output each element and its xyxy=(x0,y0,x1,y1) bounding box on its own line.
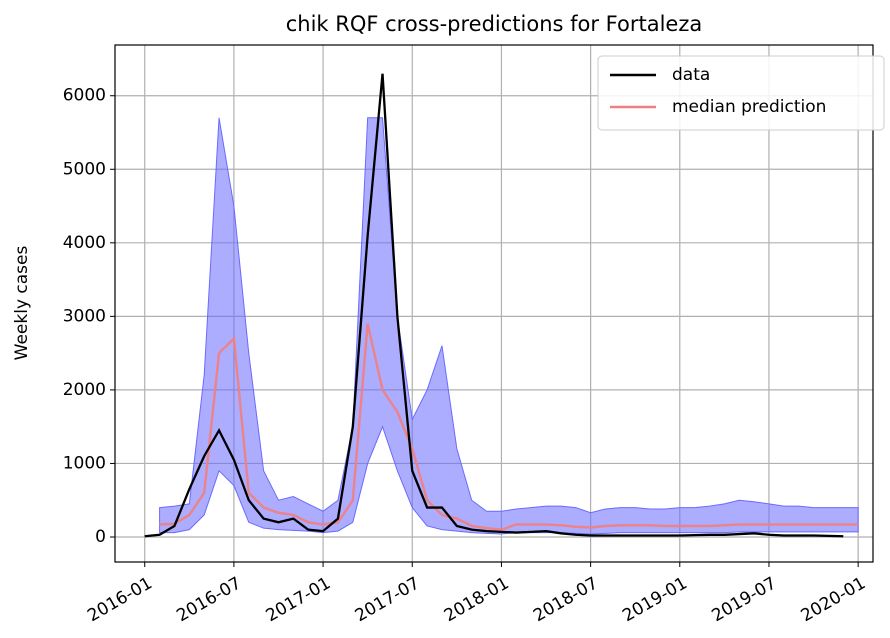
series-line xyxy=(159,323,859,531)
x-tick-label: 2016-07 xyxy=(173,573,245,626)
x-tick-label: 2018-01 xyxy=(441,573,513,626)
prediction-band xyxy=(159,117,859,535)
chart-title: chik RQF cross-predictions for Fortaleza xyxy=(286,12,703,36)
legend-label: data xyxy=(672,65,710,85)
legend-box xyxy=(597,55,885,131)
x-tick-label: 2017-01 xyxy=(263,573,335,626)
y-tick-label: 6000 xyxy=(63,86,106,106)
x-tick-label: 2019-01 xyxy=(619,573,691,626)
x-tick-label: 2020-01 xyxy=(798,573,870,626)
y-tick-label: 3000 xyxy=(63,306,106,326)
y-tick-label: 0 xyxy=(95,527,106,547)
y-tick-label: 1000 xyxy=(63,453,106,473)
plot-frame xyxy=(114,44,874,563)
y-tick-label: 4000 xyxy=(63,233,106,253)
x-tick-label: 2016-01 xyxy=(84,573,156,626)
x-tick-label: 2019-07 xyxy=(708,573,780,626)
y-tick-label: 5000 xyxy=(63,159,106,179)
x-tick-label: 2017-07 xyxy=(352,573,424,626)
y-tick-label: 2000 xyxy=(63,380,106,400)
y-axis-label: Weekly cases xyxy=(12,246,32,361)
series-line xyxy=(144,73,844,538)
legend-label: median prediction xyxy=(672,97,826,117)
x-tick-label: 2018-07 xyxy=(530,573,602,626)
